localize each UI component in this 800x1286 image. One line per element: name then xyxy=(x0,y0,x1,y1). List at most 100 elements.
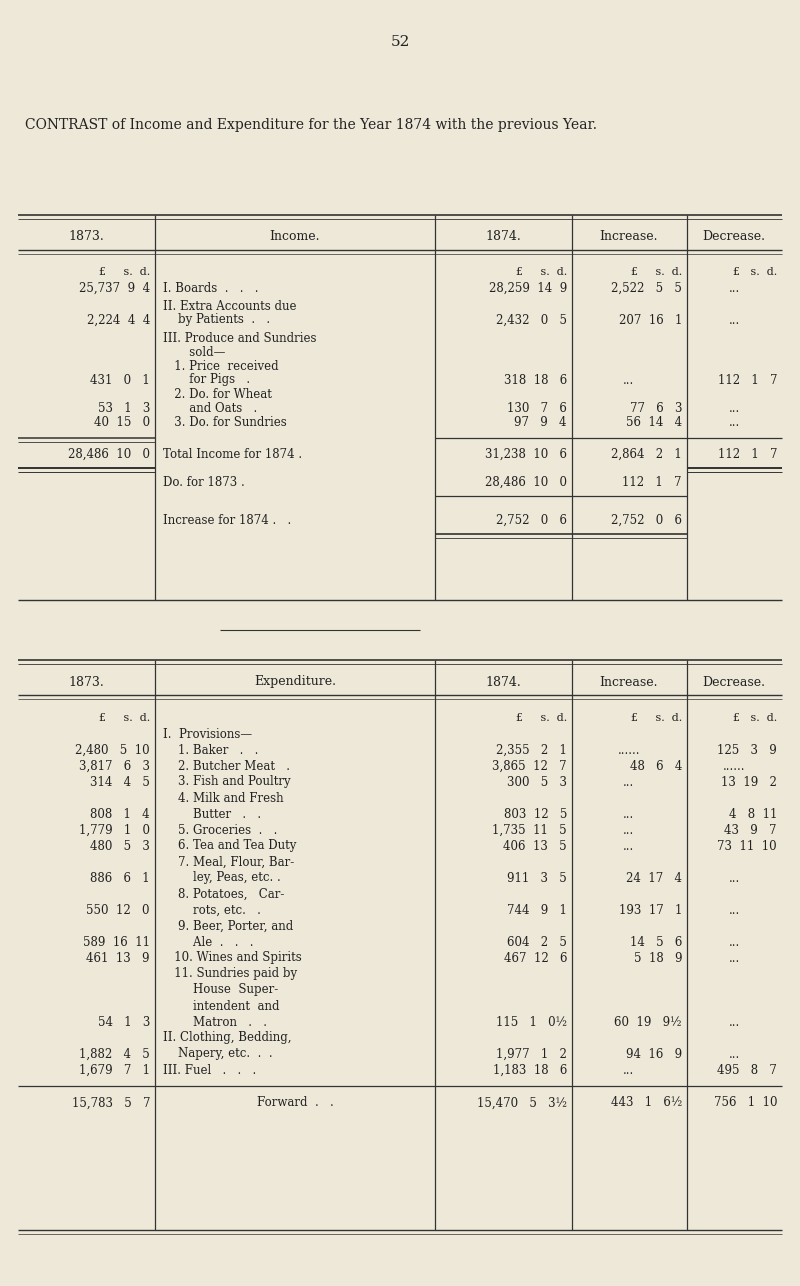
Text: 2,480   5  10: 2,480 5 10 xyxy=(75,743,150,756)
Text: Increase.: Increase. xyxy=(600,675,658,688)
Text: ...: ... xyxy=(623,373,634,387)
Text: 112   1   7: 112 1 7 xyxy=(718,373,777,387)
Text: Increase for 1874 .   .: Increase for 1874 . . xyxy=(163,513,291,526)
Text: 3. Do. for Sundries: 3. Do. for Sundries xyxy=(163,415,286,428)
Text: 6. Tea and Tea Duty: 6. Tea and Tea Duty xyxy=(163,840,296,853)
Text: 431   0   1: 431 0 1 xyxy=(90,373,150,387)
Text: 115   1   0½: 115 1 0½ xyxy=(496,1016,567,1029)
Text: II. Clothing, Bedding,: II. Clothing, Bedding, xyxy=(163,1031,291,1044)
Text: 31,238  10   6: 31,238 10 6 xyxy=(485,448,567,460)
Text: 94  16   9: 94 16 9 xyxy=(626,1048,682,1061)
Text: 77   6   3: 77 6 3 xyxy=(630,401,682,414)
Text: ...: ... xyxy=(728,904,740,917)
Text: £     s.  d.: £ s. d. xyxy=(516,267,567,276)
Text: £     s.  d.: £ s. d. xyxy=(630,712,682,723)
Text: for Pigs   .: for Pigs . xyxy=(163,373,250,387)
Text: 54   1   3: 54 1 3 xyxy=(98,1016,150,1029)
Text: 756   1  10: 756 1 10 xyxy=(714,1097,777,1110)
Text: ...: ... xyxy=(728,282,740,294)
Text: 1,735  11   5: 1,735 11 5 xyxy=(492,823,567,836)
Text: 744   9   1: 744 9 1 xyxy=(507,904,567,917)
Text: 15,470   5   3½: 15,470 5 3½ xyxy=(477,1097,567,1110)
Text: 911   3   5: 911 3 5 xyxy=(507,872,567,885)
Text: 13  19   2: 13 19 2 xyxy=(721,775,777,788)
Text: ...: ... xyxy=(623,775,634,788)
Text: 3. Fish and Poultry: 3. Fish and Poultry xyxy=(163,775,290,788)
Text: 2. Do. for Wheat: 2. Do. for Wheat xyxy=(163,387,272,400)
Text: ......: ...... xyxy=(722,760,746,773)
Text: ...: ... xyxy=(623,840,634,853)
Text: 1. Baker   .   .: 1. Baker . . xyxy=(163,743,258,756)
Text: Forward  .   .: Forward . . xyxy=(257,1097,334,1110)
Text: ......: ...... xyxy=(618,743,640,756)
Text: Butter   .   .: Butter . . xyxy=(163,808,261,820)
Text: 28,486  10   0: 28,486 10 0 xyxy=(68,448,150,460)
Text: 1874.: 1874. xyxy=(485,675,521,688)
Text: 2. Butcher Meat   .: 2. Butcher Meat . xyxy=(163,760,290,773)
Text: £   s.  d.: £ s. d. xyxy=(733,712,777,723)
Text: Matron   .   .: Matron . . xyxy=(163,1016,267,1029)
Text: 125   3   9: 125 3 9 xyxy=(718,743,777,756)
Text: 112   1   7: 112 1 7 xyxy=(718,448,777,460)
Text: 2,522   5   5: 2,522 5 5 xyxy=(611,282,682,294)
Text: Expenditure.: Expenditure. xyxy=(254,675,336,688)
Text: ...: ... xyxy=(623,823,634,836)
Text: Decrease.: Decrease. xyxy=(702,675,766,688)
Text: ...: ... xyxy=(728,415,740,428)
Text: 9. Beer, Porter, and: 9. Beer, Porter, and xyxy=(163,919,294,932)
Text: 11. Sundries paid by: 11. Sundries paid by xyxy=(163,967,297,980)
Text: 2,864   2   1: 2,864 2 1 xyxy=(611,448,682,460)
Text: 2,752   0   6: 2,752 0 6 xyxy=(496,513,567,526)
Text: 15,783   5   7: 15,783 5 7 xyxy=(71,1097,150,1110)
Text: 314   4   5: 314 4 5 xyxy=(90,775,150,788)
Text: £     s.  d.: £ s. d. xyxy=(98,267,150,276)
Text: 56  14   4: 56 14 4 xyxy=(626,415,682,428)
Text: 193  17   1: 193 17 1 xyxy=(618,904,682,917)
Text: 1,679   7   1: 1,679 7 1 xyxy=(79,1064,150,1076)
Text: Decrease.: Decrease. xyxy=(702,230,766,243)
Text: 589  16  11: 589 16 11 xyxy=(83,935,150,949)
Text: ...: ... xyxy=(728,314,740,327)
Text: 28,486  10   0: 28,486 10 0 xyxy=(485,476,567,489)
Text: 25,737  9  4: 25,737 9 4 xyxy=(79,282,150,294)
Text: ...: ... xyxy=(623,808,634,820)
Text: 10. Wines and Spirits: 10. Wines and Spirits xyxy=(163,952,302,964)
Text: 4. Milk and Fresh: 4. Milk and Fresh xyxy=(163,791,284,805)
Text: £     s.  d.: £ s. d. xyxy=(516,712,567,723)
Text: House  Super-: House Super- xyxy=(163,984,278,997)
Text: II. Extra Accounts due: II. Extra Accounts due xyxy=(163,300,297,312)
Text: ...: ... xyxy=(728,935,740,949)
Text: 5. Groceries  .   .: 5. Groceries . . xyxy=(163,823,278,836)
Text: 550  12   0: 550 12 0 xyxy=(86,904,150,917)
Text: 1,977   1   2: 1,977 1 2 xyxy=(496,1048,567,1061)
Text: 24  17   4: 24 17 4 xyxy=(626,872,682,885)
Text: 14   5   6: 14 5 6 xyxy=(630,935,682,949)
Text: 2,355   2   1: 2,355 2 1 xyxy=(496,743,567,756)
Text: 48   6   4: 48 6 4 xyxy=(630,760,682,773)
Text: 8. Potatoes,   Car-: 8. Potatoes, Car- xyxy=(163,887,284,900)
Text: and Oats   .: and Oats . xyxy=(163,401,258,414)
Text: 300   5   3: 300 5 3 xyxy=(507,775,567,788)
Text: 52: 52 xyxy=(390,35,410,49)
Text: 40  15   0: 40 15 0 xyxy=(94,415,150,428)
Text: 2,752   0   6: 2,752 0 6 xyxy=(611,513,682,526)
Text: Income.: Income. xyxy=(270,230,320,243)
Text: III. Produce and Sundries: III. Produce and Sundries xyxy=(163,332,317,345)
Text: 130   7   6: 130 7 6 xyxy=(507,401,567,414)
Text: ...: ... xyxy=(728,1048,740,1061)
Text: 406  13   5: 406 13 5 xyxy=(503,840,567,853)
Text: intendent  and: intendent and xyxy=(163,999,279,1012)
Text: ...: ... xyxy=(728,401,740,414)
Text: 1. Price  received: 1. Price received xyxy=(163,360,278,373)
Text: 803  12   5: 803 12 5 xyxy=(504,808,567,820)
Text: 3,865  12   7: 3,865 12 7 xyxy=(492,760,567,773)
Text: 28,259  14  9: 28,259 14 9 xyxy=(489,282,567,294)
Text: I.  Provisions—: I. Provisions— xyxy=(163,728,252,741)
Text: 73  11  10: 73 11 10 xyxy=(718,840,777,853)
Text: ley, Peas, etc. .: ley, Peas, etc. . xyxy=(163,872,281,885)
Text: 1,183  18   6: 1,183 18 6 xyxy=(493,1064,567,1076)
Text: 43   9   7: 43 9 7 xyxy=(725,823,777,836)
Text: 886   6   1: 886 6 1 xyxy=(90,872,150,885)
Text: 207  16   1: 207 16 1 xyxy=(618,314,682,327)
Text: 7. Meal, Flour, Bar-: 7. Meal, Flour, Bar- xyxy=(163,855,294,868)
